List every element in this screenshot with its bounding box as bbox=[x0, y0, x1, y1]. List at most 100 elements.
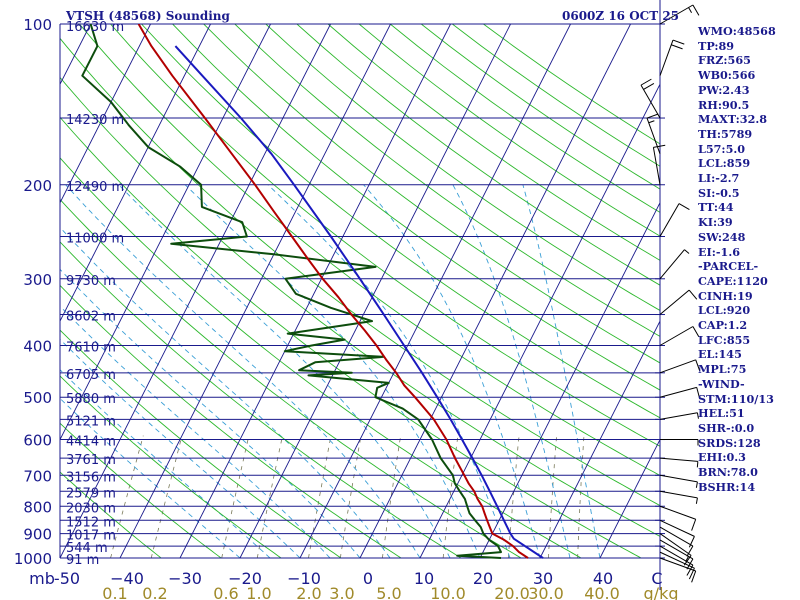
mixing-ratio-label: 30.0 bbox=[528, 584, 564, 600]
pressure-unit-label: mb bbox=[29, 569, 55, 588]
isotherm bbox=[239, 24, 511, 559]
mixing-ratio-label: 20.0 bbox=[494, 584, 530, 600]
height-label: 14230 m bbox=[66, 113, 124, 128]
moist-adiabat bbox=[65, 184, 421, 559]
mixing-ratio-label: 40.0 bbox=[584, 584, 620, 600]
wind-barb-shaft bbox=[659, 526, 694, 547]
pressure-tick-label: 100 bbox=[23, 16, 52, 34]
wind-barb-shaft bbox=[646, 117, 661, 154]
wind-barb bbox=[659, 289, 698, 315]
wind-barb-flag bbox=[653, 144, 666, 148]
wind-barb bbox=[659, 474, 698, 488]
stat-line: BRN:78.0 bbox=[698, 465, 758, 480]
isotherm bbox=[599, 438, 660, 559]
stat-line: TP:89 bbox=[698, 38, 735, 53]
wind-barb-flag bbox=[696, 412, 699, 419]
wind-barb-shaft bbox=[659, 519, 695, 537]
stat-line: BSHR:14 bbox=[698, 479, 756, 494]
mixing-ratio-line bbox=[256, 435, 283, 559]
height-label: 1512 m bbox=[66, 515, 116, 530]
pressure-tick-label: 200 bbox=[23, 177, 52, 195]
mixing-ratio-unit-label: g/kg bbox=[644, 584, 679, 600]
moist-adiabat bbox=[452, 184, 571, 559]
mixing-ratio-line bbox=[150, 435, 183, 559]
pressure-tick-label: 300 bbox=[23, 271, 52, 289]
wind-barb-shaft bbox=[659, 505, 696, 520]
stat-line: PW:2.43 bbox=[698, 82, 750, 97]
stat-line: KI:39 bbox=[698, 215, 733, 230]
wind-barb bbox=[659, 203, 690, 237]
wind-barb-flag bbox=[648, 120, 655, 124]
wind-barb-flag bbox=[683, 555, 692, 566]
wind-barb-flag bbox=[688, 567, 695, 580]
moist-adiabat bbox=[60, 338, 301, 559]
wind-barb-shaft bbox=[659, 289, 690, 315]
temperature-unit-label: C bbox=[651, 569, 662, 588]
wind-barb-shaft bbox=[640, 84, 661, 119]
height-label: 2579 m bbox=[66, 486, 116, 501]
height-label: 3761 m bbox=[66, 453, 116, 468]
mixing-ratio-label: 2.0 bbox=[296, 584, 321, 600]
stat-line: CINH:19 bbox=[698, 288, 753, 303]
height-label: 5121 m bbox=[66, 414, 116, 429]
wind-barb-shaft bbox=[659, 457, 698, 462]
wind-barb bbox=[659, 526, 694, 557]
wind-barb bbox=[660, 439, 699, 446]
height-label: 7610 m bbox=[66, 341, 116, 356]
wind-barb-shaft bbox=[659, 249, 685, 280]
wind-barb-flag bbox=[691, 570, 697, 583]
stat-line: MAXT:32.8 bbox=[698, 112, 768, 127]
height-label: 1017 m bbox=[66, 529, 116, 544]
pressure-tick-label: 400 bbox=[23, 338, 52, 356]
mixing-ratio-label: 3.0 bbox=[329, 584, 354, 600]
stat-line: LFC:855 bbox=[698, 332, 751, 347]
stat-line: EHI:0.3 bbox=[698, 450, 746, 465]
mixing-ratio-label: 10.0 bbox=[430, 584, 466, 600]
stat-line: HEL:51 bbox=[698, 406, 745, 421]
stat-line: STM:110/13 bbox=[698, 391, 774, 406]
stat-line: CAPE:1120 bbox=[698, 273, 768, 288]
mixing-ratio-line bbox=[308, 435, 332, 559]
wind-barb bbox=[659, 505, 697, 531]
wind-barb bbox=[659, 519, 695, 548]
stat-line: SHR-:0.0 bbox=[698, 420, 755, 435]
temperature-tick-label: -50 bbox=[54, 569, 80, 588]
wind-barb-shaft bbox=[659, 359, 696, 374]
stat-line: RH:90.5 bbox=[698, 97, 750, 112]
wind-barb-shaft bbox=[659, 412, 698, 420]
wind-barb-shaft bbox=[659, 557, 696, 572]
mixing-ratio-label: 0.1 bbox=[102, 584, 127, 600]
wind-barb-shaft bbox=[659, 4, 694, 25]
stat-line: SRDS:128 bbox=[698, 435, 761, 450]
temperature-profile bbox=[137, 24, 529, 559]
mixing-ratio-line bbox=[442, 435, 459, 559]
wind-barb-flag bbox=[688, 536, 695, 548]
grid-layer bbox=[60, 24, 660, 559]
moist-adiabat bbox=[60, 369, 271, 559]
stat-line: LCL:920 bbox=[698, 303, 751, 318]
temperature-tick-label: 20 bbox=[473, 569, 493, 588]
wind-barb-flag bbox=[692, 326, 700, 338]
wind-barb-flag bbox=[688, 289, 698, 300]
isotherm bbox=[539, 320, 660, 559]
height-label: 11000 m bbox=[66, 231, 124, 246]
stat-line: -PARCEL- bbox=[698, 259, 759, 274]
dry-adiabat bbox=[110, 24, 660, 447]
isotherm bbox=[119, 24, 391, 559]
pressure-tick-label: 700 bbox=[23, 467, 52, 485]
moist-adiabat bbox=[522, 184, 601, 559]
wind-barb bbox=[659, 557, 697, 583]
height-label: 16630 m bbox=[66, 20, 124, 35]
mixing-ratio-line bbox=[110, 435, 144, 559]
temperature-tick-label: 10 bbox=[414, 569, 434, 588]
parcel-profile bbox=[174, 45, 544, 559]
wind-barb bbox=[659, 412, 699, 420]
pressure-tick-label: 900 bbox=[23, 526, 52, 544]
pressure-tick-label: 1000 bbox=[14, 550, 52, 568]
valid-time: 0600Z 16 OCT 25 bbox=[562, 9, 680, 23]
isotherm bbox=[60, 24, 151, 204]
wind-barb-flag bbox=[685, 556, 690, 562]
wind-barb-flag bbox=[686, 545, 694, 557]
wind-barb bbox=[659, 545, 694, 576]
wind-barb bbox=[659, 457, 699, 468]
